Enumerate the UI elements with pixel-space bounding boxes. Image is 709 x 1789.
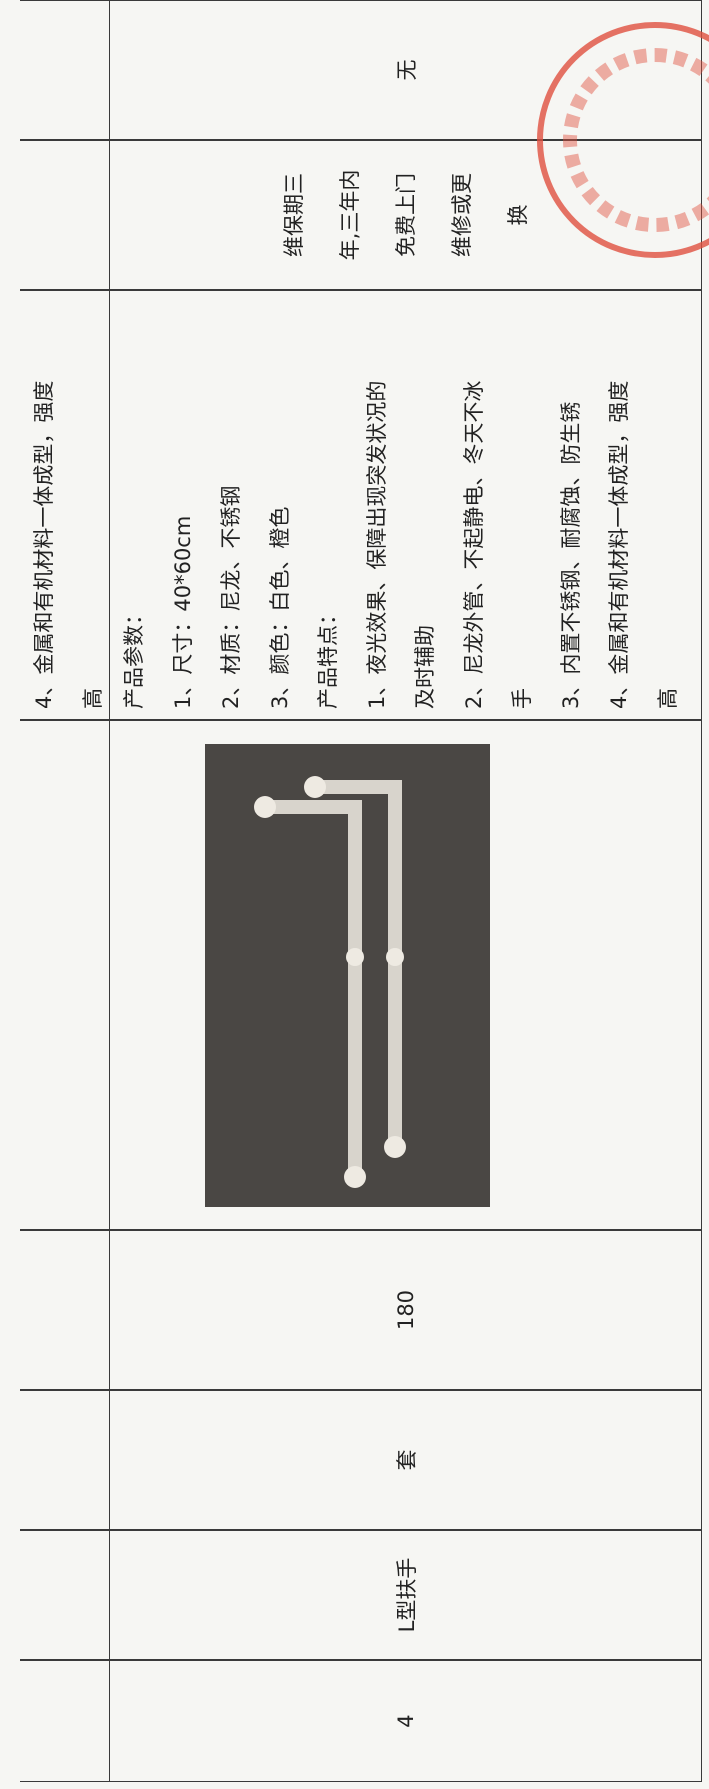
description-line: 4、金属和有机材料一体成型，强度 — [32, 380, 56, 709]
description-line: 1、夜光效果、保障出现突发状况的 — [364, 380, 389, 709]
handrails — [258, 780, 402, 1184]
cell — [20, 1660, 110, 1782]
description-line: 3、颜色：白色、橙色 — [267, 506, 292, 709]
warranty-line: 年,三年内 — [337, 169, 362, 261]
warranty-line: 免费上门 — [393, 173, 418, 257]
warranty-line: 维修或更 — [449, 173, 474, 257]
cell — [20, 1530, 110, 1660]
product-photo — [205, 744, 490, 1207]
description-cell: 产品参数： 1、尺寸：40*60cm 2、材质：尼龙、不锈钢 3、颜色：白色、橙色 产品… — [110, 290, 702, 720]
cell — [20, 1390, 110, 1530]
remark: 无 — [394, 59, 419, 81]
description-line: 高 — [655, 688, 680, 709]
unit-cell: 套 — [110, 1390, 702, 1530]
mounts — [254, 776, 406, 1188]
description-line: 产品参数： — [122, 604, 146, 709]
description-line: 4、金属和有机材料一体成型，强度 — [607, 380, 631, 709]
stamp-text — [563, 48, 709, 232]
description-line: 及时辅助 — [413, 625, 437, 709]
cell — [20, 720, 110, 1230]
warranty-line: 维保期三 — [281, 173, 306, 257]
unit: 套 — [394, 1449, 419, 1471]
index-cell: 4 — [110, 1660, 702, 1782]
name: L型扶手 — [394, 1557, 419, 1633]
index: 4 — [393, 1714, 418, 1728]
description-line: 产品特点： — [316, 604, 340, 709]
description-line: 2、尼龙外管、不起静电、冬天不冰 — [461, 380, 486, 709]
name-cell: L型扶手 — [110, 1530, 702, 1660]
cell — [20, 1230, 110, 1390]
photo-background — [205, 744, 490, 1207]
photo-cell — [110, 720, 702, 1230]
description-line: 手 — [510, 688, 534, 709]
quantity: 180 — [393, 1289, 418, 1331]
cell — [20, 140, 110, 290]
red-stamp — [537, 22, 709, 258]
cell — [20, 0, 110, 140]
description-line: 3、内置不锈钢、耐腐蚀、防生锈 — [558, 401, 583, 709]
description-line: 1、尺寸：40*60cm — [170, 515, 195, 709]
previous-description: 4、金属和有机材料一体成型，强度高 — [20, 290, 110, 720]
description-line: 2、材质：尼龙、不锈钢 — [219, 485, 243, 709]
stamp-ring — [537, 22, 709, 258]
quantity-cell: 180 — [110, 1230, 702, 1390]
